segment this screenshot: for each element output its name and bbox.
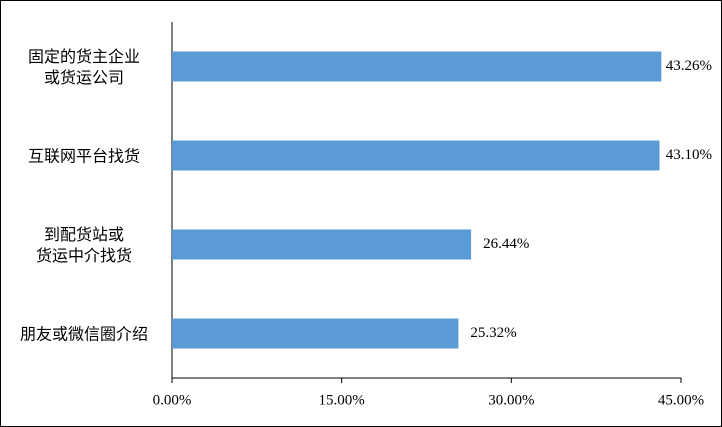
category-label: 互联网平台找货 [27, 146, 140, 165]
bar [172, 140, 660, 171]
value-label: 25.32% [470, 325, 516, 341]
value-label: 43.10% [666, 147, 712, 163]
bar [172, 51, 662, 82]
value-label: 43.26% [666, 58, 712, 74]
bar [172, 229, 472, 260]
x-tick-label: 0.00% [153, 392, 192, 408]
value-label: 26.44% [483, 236, 529, 252]
x-tick-label: 45.00% [658, 392, 704, 408]
x-tick-label: 15.00% [319, 392, 365, 408]
x-tick-label: 30.00% [488, 392, 534, 408]
category-label: 朋友或微信圈介绍 [19, 324, 148, 343]
category-label: 固定的货主企业 或货运公司 [27, 46, 140, 87]
bar [172, 318, 459, 349]
category-label: 到配货站或 货运中介找货 [35, 224, 132, 265]
